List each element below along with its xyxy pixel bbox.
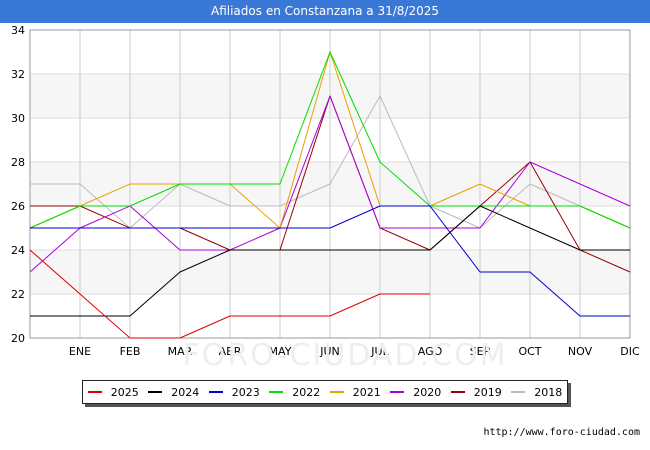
y-tick-label: 24 [11,244,25,257]
source-url: http://www.foro-ciudad.com [483,427,640,438]
x-tick-label: JUN [319,345,340,358]
x-tick-label: MAR [168,345,193,358]
y-tick-label: 30 [11,112,25,125]
x-tick-label: JUL [370,345,389,358]
legend-swatch [87,391,102,393]
chart-title: Afiliados en Constanzana a 31/8/2025 [211,4,439,18]
legend-swatch [148,391,163,393]
legend-label: 2023 [231,385,260,399]
watermark: FORO-CIUDAD.COM [182,338,508,373]
y-tick-label: 32 [11,68,25,81]
series-line-2025 [29,249,430,339]
legend-swatch [390,391,405,393]
y-tick-label: 26 [11,200,25,213]
legend-swatch [269,391,284,393]
y-tick-label: 20 [11,332,25,345]
legend-item-2019: 2019 [450,385,502,399]
legend-swatch [450,391,465,393]
series-2024 [30,205,630,317]
legend-label: 2024 [171,385,200,399]
legend-label: 2018 [534,385,563,399]
legend-swatch [511,391,526,393]
series-line-2024 [30,205,630,317]
legend-item-2022: 2022 [269,386,320,399]
legend-item-2021: 2021 [329,385,381,399]
series-line-2023 [30,205,630,317]
x-tick-label: ENE [69,345,91,358]
series-2022 [29,51,631,229]
legend-item-2018: 2018 [511,386,562,399]
legend-item-2020: 2020 [390,386,441,399]
x-tick-label: NOV [568,345,593,358]
legend: 2025 2024 2023 2022 2021 2020 2019 2018 [82,380,568,404]
y-tick-label: 22 [11,288,25,301]
series-line-2022 [29,51,631,229]
legend-swatch [208,391,223,393]
legend-item-2023: 2023 [208,385,260,399]
legend-item-2025: 2025 [87,385,139,399]
x-tick-label: FEB [120,345,141,358]
legend-swatch [329,391,344,393]
title-bar: Afiliados en Constanzana a 31/8/2025 [0,0,650,23]
x-tick-label: DIC [620,345,640,358]
legend-label: 2022 [292,385,321,399]
legend-label: 2021 [352,385,381,399]
x-tick-label: ABR [219,345,242,358]
x-tick-label: SEP [470,345,491,358]
legend-label: 2019 [473,385,502,399]
legend-label: 2025 [110,385,139,399]
legend-label: 2020 [413,385,442,399]
y-tick-label: 34 [11,24,25,37]
series-2023 [30,205,630,317]
y-tick-label: 28 [11,156,25,169]
x-tick-label: MAY [269,345,292,358]
x-tick-label: AGO [418,345,443,358]
legend-item-2024: 2024 [148,386,199,399]
x-tick-label: OCT [518,345,541,358]
series-2025 [29,249,430,339]
